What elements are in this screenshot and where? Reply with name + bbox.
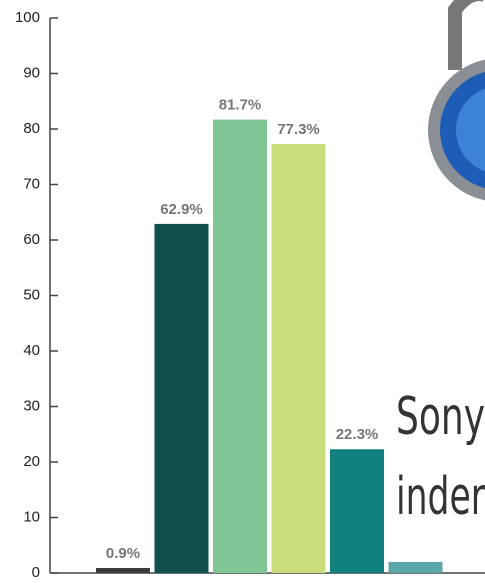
bar <box>154 223 209 573</box>
y-tick-label: 0 <box>32 564 40 581</box>
annotation: Sony <box>396 387 485 447</box>
y-tick-label: 30 <box>23 397 40 414</box>
value-label: 81.7% <box>219 97 262 114</box>
y-tick-label: 100 <box>15 9 40 26</box>
bar <box>271 143 326 574</box>
y-tick-label: 90 <box>23 64 40 81</box>
y-tick-label: 60 <box>23 231 40 248</box>
bar <box>388 561 443 573</box>
bar <box>96 568 150 573</box>
y-tick-label: 70 <box>23 175 40 192</box>
bar <box>330 449 384 573</box>
bar <box>213 119 267 573</box>
y-tick-label: 20 <box>23 453 40 470</box>
y-tick-label: 80 <box>23 120 40 137</box>
value-label: 0.9% <box>106 545 140 562</box>
value-label: 22.3% <box>336 426 379 443</box>
y-tick-label: 10 <box>23 508 40 525</box>
y-tick-label: 50 <box>23 286 40 303</box>
annotation: inder <box>396 467 485 527</box>
value-label: 77.3% <box>277 121 320 138</box>
y-tick-label: 40 <box>23 342 40 359</box>
lock-icon <box>428 0 485 201</box>
value-label: 62.9% <box>160 201 203 218</box>
